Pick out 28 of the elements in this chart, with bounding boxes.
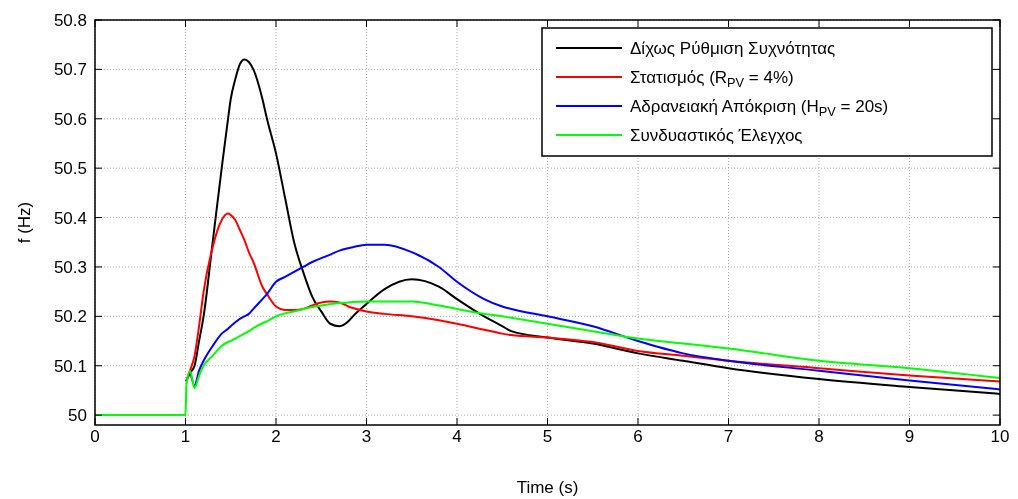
x-tick-label: 4 (452, 427, 462, 446)
x-tick-label: 6 (633, 427, 643, 446)
y-tick-label: 50.2 (53, 307, 87, 327)
x-tick-label: 3 (361, 427, 372, 446)
y-tick-label: 50.5 (53, 159, 87, 179)
y-tick-label: 50.6 (53, 109, 87, 129)
y-tick-label: 50.8 (53, 11, 87, 30)
x-tick-label: 8 (814, 427, 824, 446)
y-tick-label: 50.4 (53, 208, 87, 228)
x-tick-label: 1 (180, 427, 191, 446)
y-tick-label: 50.3 (53, 257, 87, 277)
y-tick-label: 50.1 (53, 356, 87, 376)
x-tick-label: 9 (904, 427, 915, 446)
y-tick-label: 50 (68, 406, 87, 426)
legend-label: Αδρανειακή Απόκριση (H$_{PV}$ = 20s) (630, 97, 889, 119)
legend-label: Συνδυαστικός Έλεγχος (630, 126, 803, 145)
legend-label: Δίχως Ρύθμιση Συχνότητας (630, 39, 836, 58)
y-tick-label: 50.7 (53, 60, 87, 80)
x-tick-label: 7 (723, 427, 734, 446)
line-series (185, 212, 1000, 383)
legend-label: Στατισμός (R$_{PV}$ = 4%) (630, 68, 794, 90)
x-tick-label: 10 (990, 427, 1010, 446)
line-series (189, 243, 1000, 391)
x-axis-title: Time (s) (516, 478, 579, 497)
x-tick-label: 5 (542, 427, 553, 446)
y-axis-title: f (Hz) (15, 201, 34, 244)
x-tick-label: 2 (271, 427, 281, 446)
x-tick-label: 0 (90, 427, 100, 446)
